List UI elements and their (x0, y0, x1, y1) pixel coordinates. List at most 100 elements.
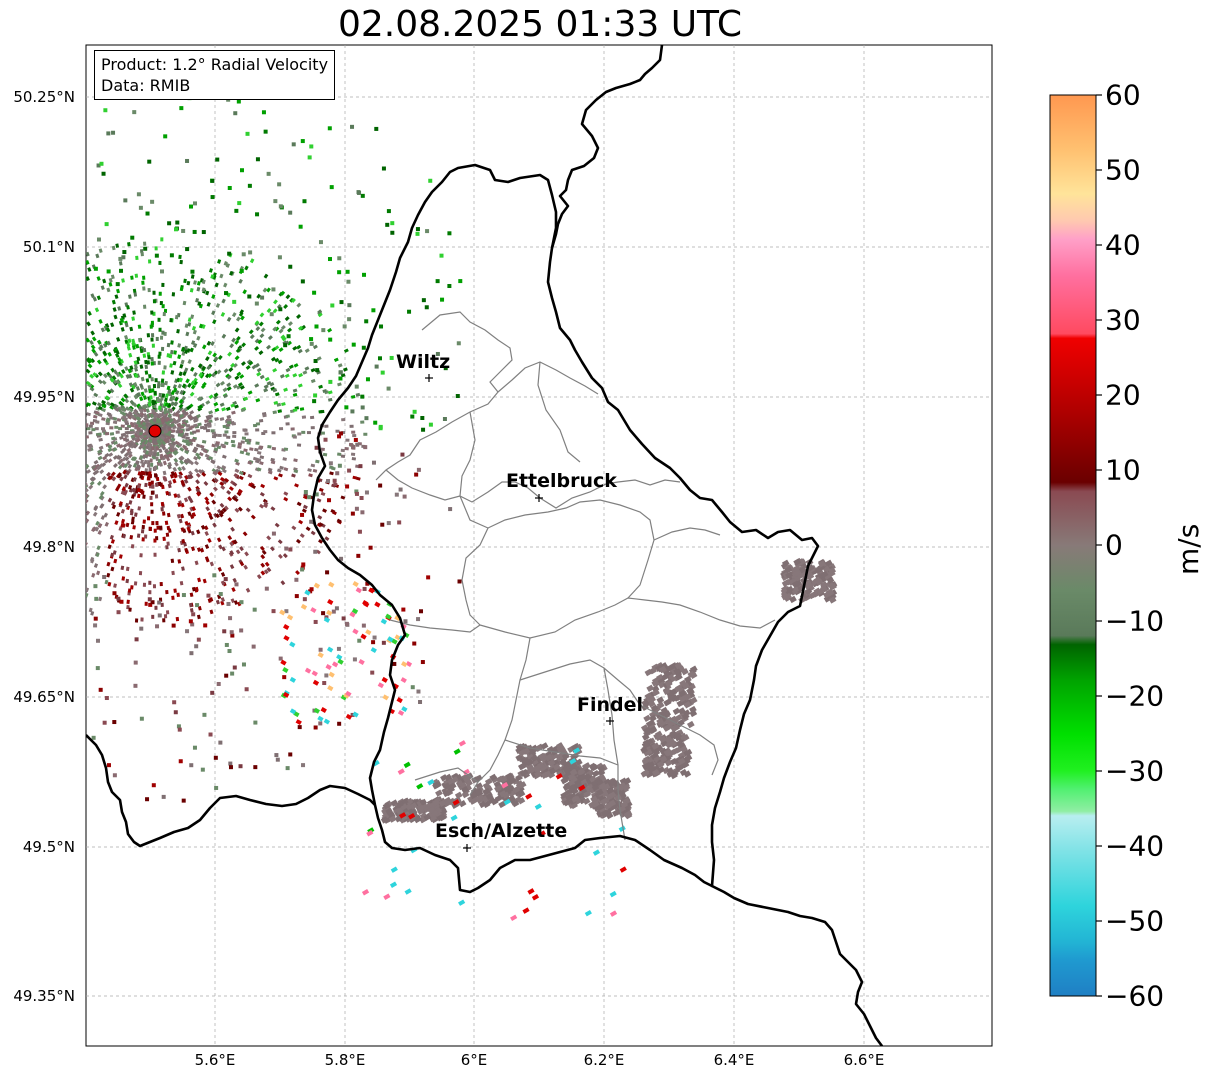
echo-pixel (217, 566, 223, 572)
echo-pixel (92, 414, 98, 419)
echo-pixel (266, 344, 272, 350)
echo-pixel (177, 559, 182, 564)
echo-pixel (190, 314, 195, 319)
echo-pixel (283, 491, 289, 496)
echo-pixel (205, 290, 210, 296)
echo-pixel (180, 481, 186, 487)
echo-pixel (117, 473, 122, 479)
echo-pixel (119, 373, 124, 379)
echo-pixel (276, 468, 282, 473)
echo-pixel (115, 372, 121, 378)
echo-pixel (112, 462, 118, 468)
echo-pixel (155, 336, 159, 341)
echo-pixel (177, 383, 182, 389)
echo-pixel (101, 407, 106, 413)
echo-pixel (151, 343, 155, 348)
echo-pixel (333, 357, 339, 362)
echo-pixel (245, 587, 251, 593)
echo-pixel (86, 321, 91, 327)
echo-pixel (124, 426, 129, 431)
echo-pixel (343, 367, 348, 372)
echo-pixel (183, 542, 187, 547)
echo-pixel (309, 415, 315, 420)
echo-pixel (96, 359, 102, 365)
echo-pixel (157, 317, 161, 322)
colorbar-tick-label: −60 (1105, 979, 1165, 1013)
echo-pixel (224, 441, 229, 446)
echo-pixel (296, 443, 302, 447)
echo-pixel (322, 508, 328, 513)
echo-pixel (158, 392, 162, 398)
echo-pixel (235, 335, 241, 341)
echo-pixel (188, 470, 193, 476)
echo-pixel (187, 415, 193, 420)
echo-pixel (150, 509, 154, 514)
echo-pixel (238, 278, 243, 284)
echo-pixel (89, 340, 94, 346)
echo-pixel (211, 431, 216, 435)
echo-pixel (221, 546, 226, 552)
echo-pixel (246, 359, 252, 365)
colorbar-tick-label: −20 (1105, 679, 1165, 713)
echo-pixel (147, 385, 152, 390)
echo-pixel (125, 522, 130, 528)
echo-pixel (127, 242, 131, 247)
echo-pixel (165, 610, 170, 615)
echo-pixel (273, 299, 278, 305)
echo-pixel (179, 455, 185, 461)
echo-pixel (179, 446, 185, 452)
echo-pixel (352, 475, 357, 480)
echo-pixel (187, 382, 192, 388)
echo-pixel (197, 468, 203, 474)
echo-pixel (233, 600, 239, 606)
echo-pixel (137, 487, 141, 493)
echo-pixel (104, 521, 109, 527)
echo-pixel (148, 580, 152, 585)
echo-pixel (155, 521, 159, 526)
echo-pixel (271, 347, 277, 352)
echo-pixel (212, 470, 218, 476)
echo-pixel (189, 592, 194, 598)
echo-pixel (156, 525, 160, 530)
echo-pixel (150, 502, 154, 507)
colorbar-scale (1049, 94, 1097, 997)
echo-pixel (179, 363, 184, 369)
echo-pixel (98, 248, 103, 253)
echo-pixel (260, 570, 266, 576)
echo-pixel (162, 536, 166, 541)
echo-pixel (195, 472, 201, 478)
echo-pixel (106, 561, 111, 567)
echo-pixel (121, 576, 126, 581)
echo-pixel (156, 451, 160, 457)
echo-pixel (229, 343, 235, 349)
echo-pixel (254, 346, 260, 351)
echo-pixel (143, 417, 149, 423)
echo-pixel (264, 376, 270, 382)
echo-pixel (261, 549, 267, 555)
echo-pixel (175, 389, 180, 395)
echo-pixel (109, 534, 114, 540)
echo-pixel (196, 335, 201, 341)
echo-pixel (94, 307, 100, 313)
echo-pixel (255, 326, 261, 332)
echo-pixel (292, 392, 298, 397)
echo-pixel (125, 374, 130, 379)
echo-pixel (118, 261, 123, 266)
echo-pixel (141, 280, 145, 285)
echo-pixel (116, 288, 120, 294)
echo-pixel (120, 462, 126, 468)
echo-pixel (168, 353, 173, 359)
echo-pixel (139, 553, 143, 558)
echo-pixel (186, 526, 191, 532)
echo-pixel (274, 522, 280, 528)
echo-pixel (116, 443, 121, 448)
echo-pixel (142, 395, 147, 400)
echo-pixel (277, 409, 282, 413)
echo-pixel (320, 491, 326, 496)
echo-pixel (148, 259, 152, 264)
echo-pixel (163, 365, 167, 370)
echo-pixel (114, 425, 119, 429)
echo-pixel (86, 518, 90, 524)
echo-pixel (102, 278, 107, 284)
echo-pixel (293, 469, 299, 474)
